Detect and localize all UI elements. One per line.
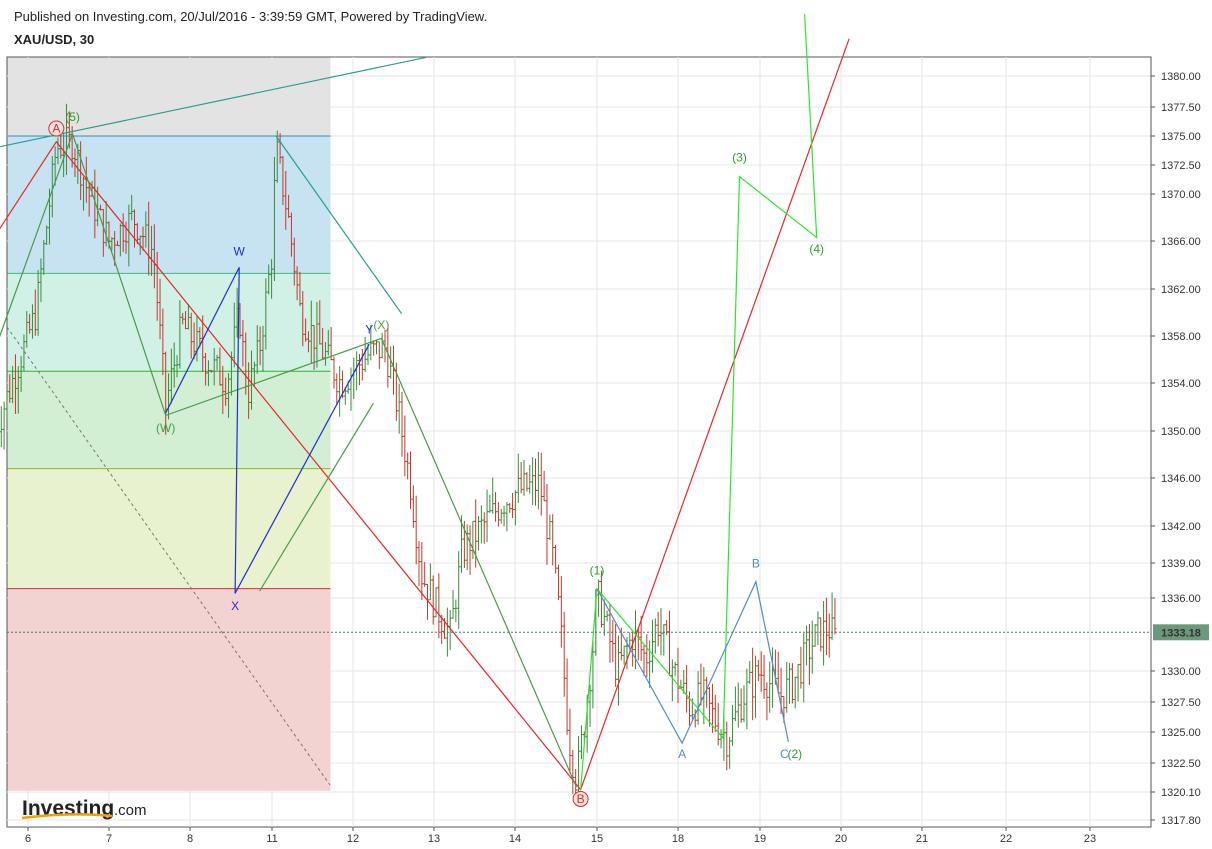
fib-zone	[7, 273, 331, 372]
y-tick-label: 1339.00	[1161, 558, 1201, 570]
logo-swoosh	[21, 813, 113, 820]
y-tick-label: 1377.50	[1161, 102, 1201, 114]
y-tick-label: 1354.00	[1161, 378, 1201, 390]
published-text: Published on Investing.com, 20/Jul/2016 …	[14, 9, 488, 24]
symbol-title: XAU/USD, 30	[14, 32, 95, 47]
x-tick-label: 15	[591, 833, 603, 845]
y-tick-label: 1350.00	[1161, 426, 1201, 438]
y-tick-label: 1372.50	[1161, 160, 1201, 172]
y-tick-label: 1370.00	[1161, 189, 1201, 201]
wave-line-dark_green_xbranch	[259, 403, 374, 592]
wave-label: (3)	[732, 151, 747, 165]
y-tick-label: 1325.00	[1161, 727, 1201, 739]
wave-label: (2)	[787, 747, 802, 761]
wave-labels: A (5) W X Y (X) (W) B (1) A B C(2) (3) (4)	[48, 110, 824, 807]
x-tick-label: 19	[754, 833, 766, 845]
y-tick-label: 1330.00	[1161, 666, 1201, 678]
axes: 1380.00 1377.50 1375.00 1372.50 1370.00 1366.…	[7, 57, 1209, 845]
wave-line-teal_upper	[0, 56, 427, 148]
x-tick-label: 6	[25, 833, 31, 845]
wave-label: (W)	[156, 421, 175, 435]
logo-suffix: .com	[114, 802, 147, 819]
wave-label: A	[52, 122, 60, 136]
wave-line-blue_wxy	[165, 267, 370, 594]
x-tick-label: 23	[1084, 833, 1096, 845]
y-tick-label: 1317.80	[1161, 815, 1201, 827]
x-tick-label: 13	[428, 833, 440, 845]
y-tick-label: 1342.00	[1161, 521, 1201, 533]
x-tick-label: 22	[1000, 833, 1012, 845]
wave-line-red_abc	[0, 38, 850, 791]
y-tick-label: 1358.00	[1161, 331, 1201, 343]
x-tick-label: 11	[266, 833, 277, 845]
y-tick-label: 1380.00	[1161, 71, 1201, 83]
y-tick-label: 1322.50	[1161, 758, 1201, 770]
wave-label: C	[780, 747, 789, 761]
fib-zone	[7, 468, 331, 589]
x-tick-label: 20	[835, 833, 847, 845]
y-tick-label: 1362.00	[1161, 284, 1201, 296]
y-tick-label: 1336.00	[1161, 593, 1201, 605]
wave-line-dark_green_wxy	[71, 133, 578, 788]
x-tick-label: 18	[672, 833, 684, 845]
wave-line-dark_green_start	[0, 133, 74, 338]
wave-lines	[0, 13, 850, 791]
y-tick-label: 1346.00	[1161, 473, 1201, 485]
y-tick-label: 1327.50	[1161, 697, 1201, 709]
fib-zone	[7, 588, 331, 791]
y-tick-label: 1375.00	[1161, 131, 1201, 143]
wave-label: X	[231, 599, 239, 613]
wave-label: (5)	[65, 110, 80, 124]
investing-logo: Investing .com	[21, 797, 147, 820]
wave-label: W	[234, 244, 246, 258]
x-tick-label: 21	[916, 833, 928, 845]
x-tick-label: 12	[347, 833, 359, 845]
wave-label: A	[678, 747, 686, 761]
x-tick-label: 8	[187, 833, 193, 845]
y-tick-label: 1320.10	[1161, 787, 1201, 799]
fib-zone	[7, 136, 331, 274]
y-tick-label: 1366.00	[1161, 236, 1201, 248]
wave-label: (1)	[590, 564, 605, 578]
wave-label-circle	[48, 120, 65, 137]
wave-label: B	[752, 557, 760, 571]
wave-label: (4)	[809, 242, 824, 256]
wave-line-teal_channel	[275, 135, 403, 315]
candles	[0, 103, 837, 804]
x-tick-label: 7	[106, 833, 112, 845]
wave-label: Y	[365, 323, 373, 337]
fib-zones	[6, 57, 331, 791]
wave-line-steel_abc	[596, 579, 789, 745]
wave-label: (X)	[373, 318, 389, 332]
wave-line-green_12345	[580, 13, 818, 790]
last-price-label: 1333.18	[1161, 627, 1201, 639]
last-price-tag	[1153, 624, 1209, 641]
wave-label: B	[577, 792, 585, 806]
x-tick-label: 14	[509, 833, 521, 845]
wave-label-circle	[572, 790, 589, 807]
